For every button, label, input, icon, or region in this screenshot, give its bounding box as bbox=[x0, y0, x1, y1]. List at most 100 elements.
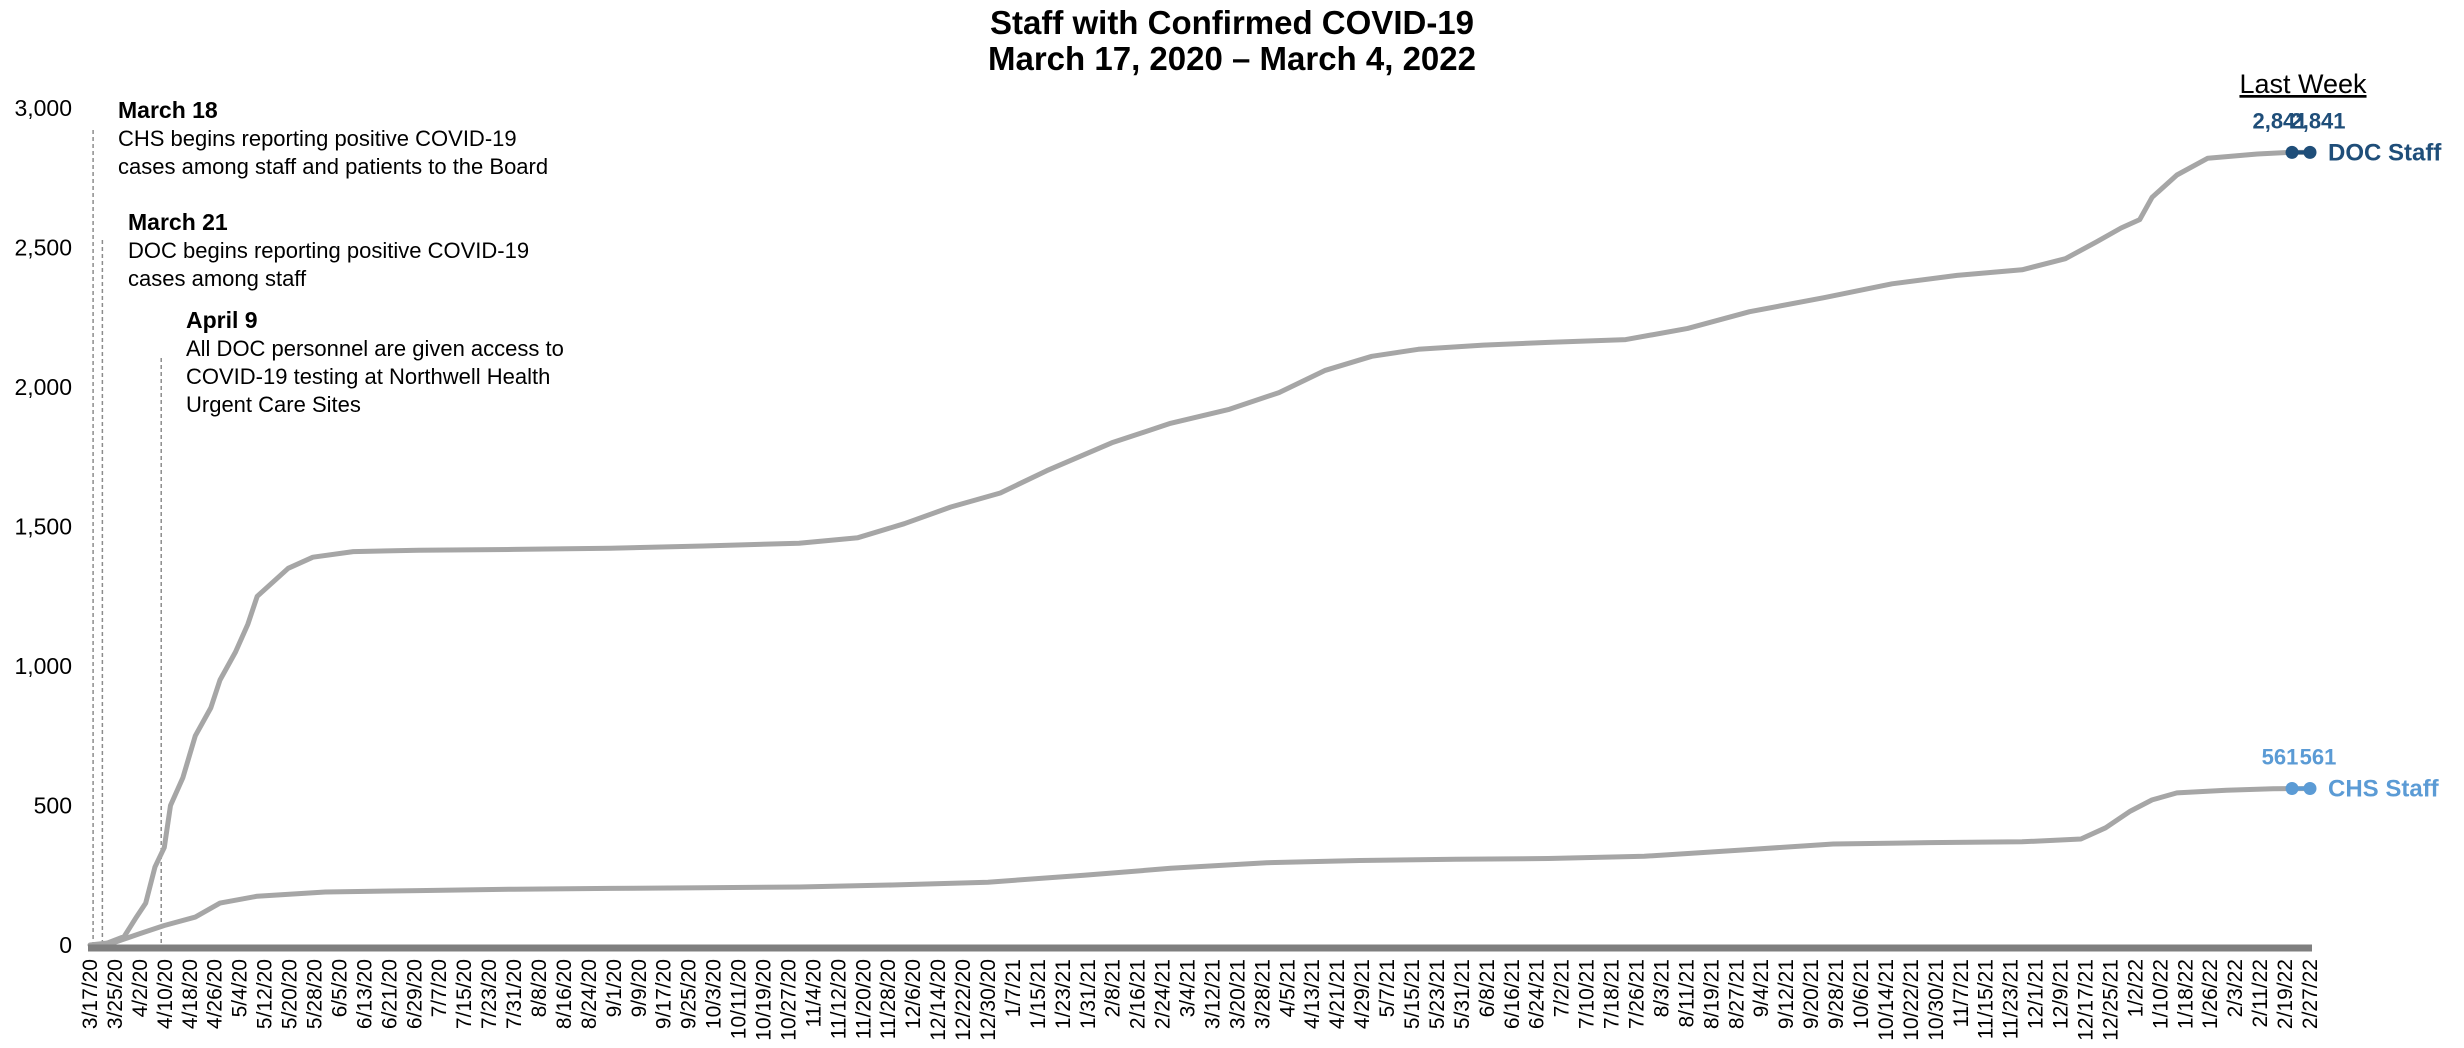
x-tick-label: 6/13/20 bbox=[353, 959, 376, 1029]
x-tick-label: 11/23/21 bbox=[2000, 959, 2023, 1039]
x-tick-label: 3/20/21 bbox=[1226, 959, 1249, 1029]
y-tick-label: 1,000 bbox=[14, 653, 72, 679]
y-axis: 0 500 1,000 1,500 2,000 2,500 3,000 bbox=[14, 95, 72, 958]
doc-last-week-value: 2,841 bbox=[2252, 108, 2307, 133]
x-tick-label: 1/23/21 bbox=[1052, 959, 1075, 1029]
x-tick-label: 7/15/20 bbox=[453, 959, 476, 1029]
x-tick-label: 1/15/21 bbox=[1027, 959, 1050, 1029]
x-tick-label: 11/28/20 bbox=[877, 959, 900, 1039]
x-tick-label: 7/23/20 bbox=[478, 959, 501, 1029]
x-tick-label: 11/20/20 bbox=[852, 959, 875, 1039]
series-line-chs-staff bbox=[87, 786, 2313, 948]
chart-subtitle: March 17, 2020 – March 4, 2022 bbox=[988, 40, 1476, 77]
x-tick-label: 5/31/21 bbox=[1451, 959, 1474, 1029]
x-tick-label: 9/28/21 bbox=[1825, 959, 1848, 1029]
chs-marker bbox=[2285, 781, 2299, 795]
x-tick-label: 1/2/22 bbox=[2124, 959, 2147, 1017]
x-tick-label: 4/18/20 bbox=[179, 959, 202, 1029]
x-tick-label: 11/4/20 bbox=[802, 959, 825, 1028]
x-tick-label: 5/4/20 bbox=[229, 959, 252, 1017]
x-tick-label: 10/22/21 bbox=[1900, 959, 1923, 1041]
x-tick-label: 6/8/21 bbox=[1476, 959, 1499, 1017]
x-tick-label: 8/11/21 bbox=[1675, 959, 1698, 1028]
x-tick-label: 3/28/21 bbox=[1251, 959, 1274, 1029]
x-tick-label: 1/26/22 bbox=[2199, 959, 2222, 1029]
x-tick-label: 9/17/20 bbox=[653, 959, 676, 1029]
x-tick-label: 11/12/20 bbox=[827, 959, 850, 1039]
annotation-text: All DOC personnel are given access to bbox=[186, 336, 564, 361]
x-tick-label: 7/31/20 bbox=[503, 959, 526, 1029]
x-tick-label: 4/26/20 bbox=[204, 959, 227, 1029]
x-tick-label: 9/1/20 bbox=[603, 959, 626, 1017]
x-tick-label: 10/19/20 bbox=[752, 959, 775, 1041]
x-tick-label: 5/23/21 bbox=[1426, 959, 1449, 1029]
x-tick-label: 8/8/20 bbox=[528, 959, 551, 1017]
x-tick-label: 9/9/20 bbox=[628, 959, 651, 1017]
x-tick-label: 1/7/21 bbox=[1002, 959, 1025, 1017]
x-tick-label: 4/10/20 bbox=[154, 959, 177, 1029]
x-tick-label: 2/16/21 bbox=[1127, 959, 1150, 1029]
annotations: March 18 CHS begins reporting positive CO… bbox=[92, 97, 564, 945]
y-tick-label: 1,500 bbox=[14, 514, 72, 540]
chart-title: Staff with Confirmed COVID-19 bbox=[990, 4, 1474, 41]
x-tick-label: 3/25/20 bbox=[104, 959, 127, 1029]
annotation-date: April 9 bbox=[186, 307, 258, 333]
x-tick-label: 3/17/20 bbox=[79, 959, 102, 1029]
x-tick-label: 4/13/21 bbox=[1301, 959, 1324, 1029]
x-tick-label: 2/8/21 bbox=[1102, 959, 1125, 1017]
x-tick-label: 8/27/21 bbox=[1725, 959, 1748, 1029]
annotation-text: CHS begins reporting positive COVID-19 bbox=[118, 126, 517, 151]
x-tick-label: 10/30/21 bbox=[1925, 959, 1948, 1041]
annotation-text: COVID-19 testing at Northwell Health bbox=[186, 364, 550, 389]
x-tick-label: 11/15/21 bbox=[1975, 959, 1998, 1039]
x-tick-label: 4/21/21 bbox=[1326, 959, 1349, 1029]
x-tick-label: 12/25/21 bbox=[2099, 959, 2122, 1041]
y-tick-label: 0 bbox=[59, 932, 72, 958]
x-tick-label: 10/27/20 bbox=[777, 959, 800, 1041]
x-tick-label: 8/16/20 bbox=[553, 959, 576, 1029]
doc-marker bbox=[2303, 145, 2317, 159]
x-tick-label: 4/5/21 bbox=[1276, 959, 1299, 1017]
chs-last-week-value: 561 bbox=[2262, 744, 2299, 769]
x-tick-label: 10/14/21 bbox=[1875, 959, 1898, 1041]
y-tick-label: 500 bbox=[34, 793, 72, 819]
x-tick-label: 4/29/21 bbox=[1351, 959, 1374, 1029]
doc-last-week-value: 2,841 bbox=[2290, 108, 2345, 133]
x-tick-label: 12/6/20 bbox=[902, 959, 925, 1029]
x-tick-label: 5/15/21 bbox=[1401, 959, 1424, 1029]
x-tick-label: 7/26/21 bbox=[1626, 959, 1649, 1029]
series-lines bbox=[87, 149, 2313, 948]
x-tick-label: 6/21/20 bbox=[378, 959, 401, 1029]
x-tick-label: 12/9/21 bbox=[2050, 959, 2073, 1029]
x-tick-label: 1/31/21 bbox=[1077, 959, 1100, 1029]
x-tick-label: 8/3/21 bbox=[1650, 959, 1673, 1017]
x-tick-label: 1/18/22 bbox=[2174, 959, 2197, 1029]
annotation-text: DOC begins reporting positive COVID-19 bbox=[128, 238, 529, 263]
series-line-doc-staff bbox=[99, 149, 2313, 948]
chs-series-label: CHS Staff bbox=[2328, 775, 2440, 802]
x-tick-label: 2/19/22 bbox=[2274, 959, 2297, 1029]
chs-marker bbox=[2303, 781, 2317, 795]
annotation-text: Urgent Care Sites bbox=[186, 392, 361, 417]
x-tick-label: 5/7/21 bbox=[1376, 959, 1399, 1017]
annotation-date: March 21 bbox=[128, 209, 228, 235]
x-tick-label: 6/16/21 bbox=[1501, 959, 1524, 1029]
y-tick-label: 2,000 bbox=[14, 374, 72, 400]
last-week-label: Last Week bbox=[2239, 69, 2367, 99]
x-tick-label: 8/24/20 bbox=[578, 959, 601, 1029]
annotation-text: cases among staff and patients to the Bo… bbox=[118, 154, 548, 179]
x-tick-label: 7/18/21 bbox=[1601, 959, 1624, 1029]
x-tick-label: 8/19/21 bbox=[1700, 959, 1723, 1029]
annotation-text: cases among staff bbox=[128, 266, 307, 291]
x-tick-label: 2/24/21 bbox=[1152, 959, 1175, 1029]
x-tick-label: 2/3/22 bbox=[2224, 959, 2247, 1017]
x-tick-label: 6/24/21 bbox=[1526, 959, 1549, 1029]
x-tick-label: 5/12/20 bbox=[254, 959, 277, 1029]
doc-marker bbox=[2285, 145, 2299, 159]
x-tick-label: 9/4/21 bbox=[1750, 959, 1773, 1017]
x-tick-label: 7/10/21 bbox=[1576, 959, 1599, 1029]
x-tick-label: 3/4/21 bbox=[1177, 959, 1200, 1017]
x-tick-label: 2/27/22 bbox=[2299, 959, 2322, 1029]
x-tick-label: 7/2/21 bbox=[1551, 959, 1574, 1017]
